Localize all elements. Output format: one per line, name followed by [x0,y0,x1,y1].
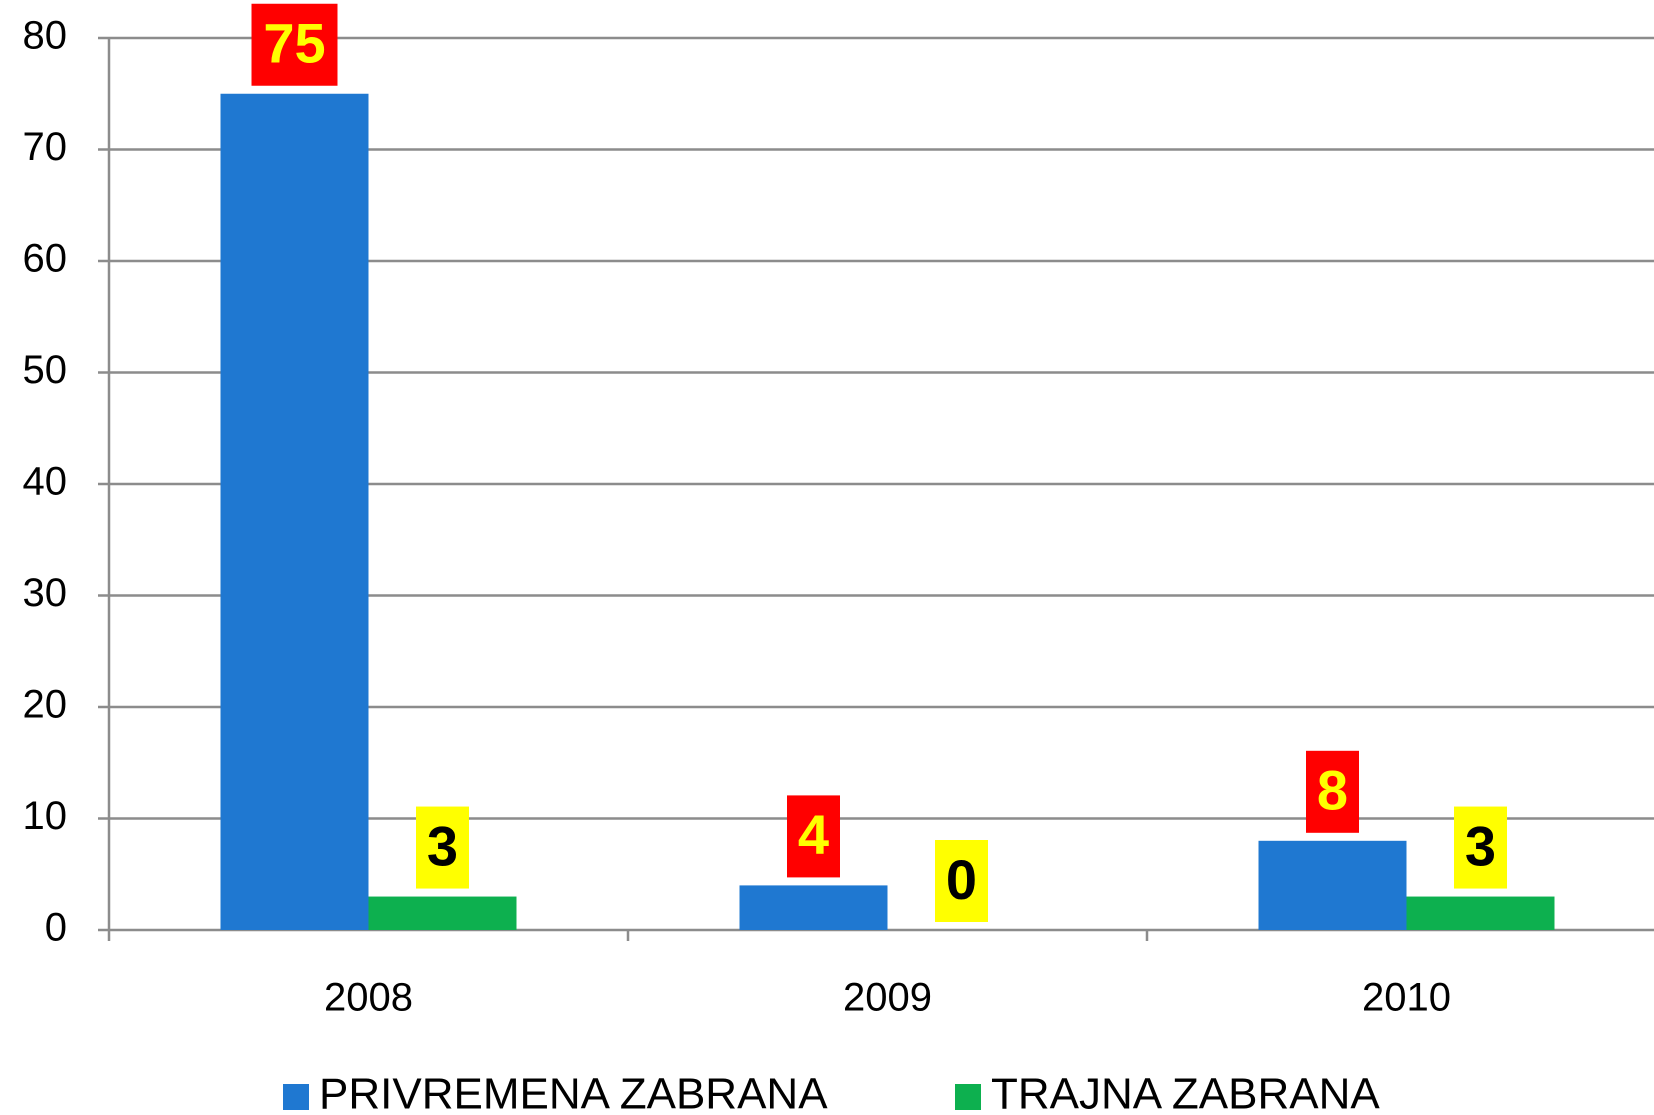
y-tick-label: 10 [23,794,68,838]
value-label-bg [787,795,840,878]
legend-swatch [955,1084,981,1110]
y-tick-label: 20 [23,683,68,727]
y-tick-label: 70 [23,125,68,169]
bar [739,885,888,930]
bar [1406,896,1555,930]
x-tick-label: 2010 [1362,976,1451,1020]
value-label-bg [935,840,988,922]
y-tick-label: 0 [45,906,67,950]
y-tick-label: 60 [23,237,68,281]
value-label: 0 [946,848,977,911]
x-tick-label: 2008 [324,976,413,1020]
value-label: 75 [263,12,325,75]
value-label: 3 [427,814,458,877]
legend-label: PRIVREMENA ZABRANA [319,1070,828,1115]
legend-swatch [283,1084,309,1110]
legend-label: TRAJNA ZABRANA [991,1070,1380,1115]
y-tick-label: 80 [23,14,68,58]
y-tick-label: 30 [23,571,68,615]
value-label: 4 [798,803,829,866]
bar [1258,840,1407,930]
y-tick-label: 40 [23,460,68,504]
value-label-bg [1306,750,1359,833]
y-tick-label: 50 [23,348,68,392]
x-tick-label: 2009 [843,976,932,1020]
value-label: 8 [1317,759,1348,822]
value-label: 3 [1465,814,1496,877]
value-label-bg [251,3,338,86]
value-label-bg [1454,806,1507,889]
value-label-bg [416,806,469,889]
bar [220,93,369,930]
bar [368,896,517,930]
